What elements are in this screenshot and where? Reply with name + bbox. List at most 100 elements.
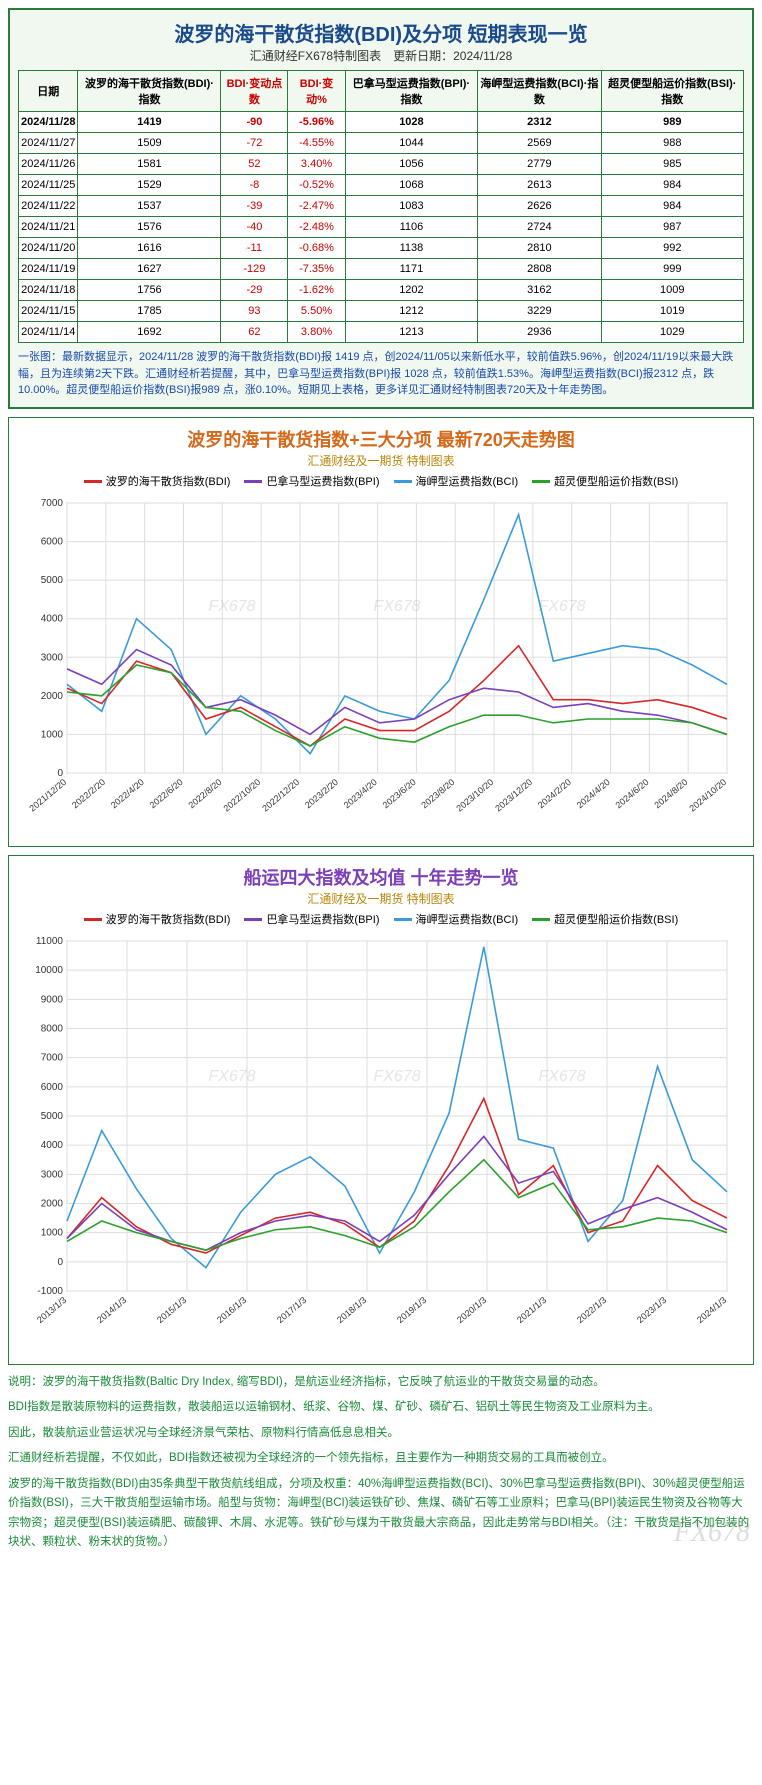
table-note: 一张图：最新数据显示，2024/11/28 波罗的海干散货指数(BDI)报 14… [18, 349, 744, 399]
table-col-3: BDI·变动% [288, 71, 345, 112]
svg-text:8000: 8000 [41, 1023, 64, 1034]
svg-text:2014/1/3: 2014/1/3 [95, 1294, 128, 1324]
svg-text:FX678: FX678 [538, 1068, 585, 1085]
svg-text:2023/1/3: 2023/1/3 [635, 1294, 668, 1324]
legend-item: 波罗的海干散货指数(BDI) [84, 911, 231, 927]
svg-text:2000: 2000 [41, 690, 64, 701]
table-col-5: 海岬型运费指数(BCI)·指数 [478, 71, 601, 112]
svg-text:2021/1/3: 2021/1/3 [515, 1294, 548, 1324]
table-col-1: 波罗的海干散货指数(BDI)·指数 [78, 71, 221, 112]
svg-text:2022/1/3: 2022/1/3 [575, 1294, 608, 1324]
svg-text:7000: 7000 [41, 498, 64, 509]
svg-text:-1000: -1000 [37, 1286, 63, 1297]
chart-10y-panel: 船运四大指数及均值 十年走势一览 汇通财经及一期货 特制图表 波罗的海干散货指数… [8, 855, 754, 1365]
svg-text:10000: 10000 [35, 965, 63, 976]
svg-text:FX678: FX678 [208, 1068, 255, 1085]
svg-text:2023/8/20: 2023/8/20 [419, 776, 456, 809]
legend-item: 巴拿马型运费指数(BPI) [244, 911, 379, 927]
chart-720-title: 波罗的海干散货指数+三大分项 最新720天走势图 [17, 426, 745, 452]
svg-text:2017/1/3: 2017/1/3 [275, 1294, 308, 1324]
svg-text:FX678: FX678 [373, 1068, 420, 1085]
svg-text:2019/1/3: 2019/1/3 [395, 1294, 428, 1324]
svg-text:2024/2/20: 2024/2/20 [536, 776, 573, 809]
explain-p3: 因此，散装航运业营运状况与全球经济景气荣枯、原物料行情高低息息相关。 [8, 1424, 754, 1444]
svg-text:2022/8/20: 2022/8/20 [186, 776, 223, 809]
svg-text:9000: 9000 [41, 994, 64, 1005]
explain-p4: 汇通财经析若提醒，不仅如此，BDI指数还被视为全球经济的一个领先指标，且主要作为… [8, 1449, 754, 1469]
svg-text:5000: 5000 [41, 1111, 64, 1122]
footer-watermark: FX678 [674, 1517, 750, 1549]
svg-text:6000: 6000 [41, 1081, 64, 1092]
svg-text:2024/1/3: 2024/1/3 [695, 1294, 728, 1324]
svg-text:2016/1/3: 2016/1/3 [215, 1294, 248, 1324]
svg-text:0: 0 [57, 1256, 63, 1267]
svg-text:2023/2/20: 2023/2/20 [303, 776, 340, 809]
table-title: 波罗的海干散货指数(BDI)及分项 短期表现一览 [18, 18, 744, 47]
svg-text:2000: 2000 [41, 1198, 64, 1209]
chart-720-panel: 波罗的海干散货指数+三大分项 最新720天走势图 汇通财经及一期货 特制图表 波… [8, 417, 754, 847]
explain-p1: 说明：波罗的海干散货指数(Baltic Dry Index, 缩写BDI)，是航… [8, 1373, 754, 1393]
svg-text:2022/4/20: 2022/4/20 [109, 776, 146, 809]
svg-text:2022/12/20: 2022/12/20 [260, 776, 301, 813]
table-row: 2024/11/281419-90-5.96%10282312989 [19, 112, 744, 133]
svg-text:2023/4/20: 2023/4/20 [342, 776, 379, 809]
table-row: 2024/11/251529-8-0.52%10682613984 [19, 175, 744, 196]
svg-text:2022/10/20: 2022/10/20 [221, 776, 262, 813]
svg-text:2024/4/20: 2024/4/20 [575, 776, 612, 809]
svg-text:5000: 5000 [41, 575, 64, 586]
legend-item: 超灵便型船运价指数(BSI) [532, 911, 678, 927]
table-row: 2024/11/271509-72-4.55%10442569988 [19, 133, 744, 154]
svg-text:2018/1/3: 2018/1/3 [335, 1294, 368, 1324]
svg-text:2023/6/20: 2023/6/20 [381, 776, 418, 809]
legend-item: 海岬型运费指数(BCI) [394, 473, 519, 489]
bdi-table: 日期波罗的海干散货指数(BDI)·指数BDI·变动点数BDI·变动%巴拿马型运费… [18, 70, 744, 343]
svg-text:FX678: FX678 [538, 598, 585, 615]
svg-text:7000: 7000 [41, 1052, 64, 1063]
chart-720-svg: 010002000300040005000600070002021/12/202… [17, 493, 737, 833]
svg-text:2024/10/20: 2024/10/20 [687, 776, 728, 813]
svg-text:2015/1/3: 2015/1/3 [155, 1294, 188, 1324]
svg-text:3000: 3000 [41, 1169, 64, 1180]
svg-text:2023/10/20: 2023/10/20 [454, 776, 495, 813]
table-row: 2024/11/141692623.80%121329361029 [19, 322, 744, 343]
svg-text:1000: 1000 [41, 729, 64, 740]
table-row: 2024/11/201616-11-0.68%11382810992 [19, 238, 744, 259]
bdi-table-panel: 波罗的海干散货指数(BDI)及分项 短期表现一览 汇通财经FX678特制图表 更… [8, 8, 754, 409]
svg-text:2022/6/20: 2022/6/20 [148, 776, 185, 809]
table-row: 2024/11/191627-129-7.35%11712808999 [19, 259, 744, 280]
svg-text:3000: 3000 [41, 652, 64, 663]
legend-item: 巴拿马型运费指数(BPI) [244, 473, 379, 489]
svg-text:2023/12/20: 2023/12/20 [493, 776, 534, 813]
chart-10y-subtitle: 汇通财经及一期货 特制图表 [17, 890, 745, 907]
chart-10y-title: 船运四大指数及均值 十年走势一览 [17, 864, 745, 890]
chart-10y-legend: 波罗的海干散货指数(BDI) 巴拿马型运费指数(BPI) 海岬型运费指数(BCI) 超… [17, 911, 745, 927]
svg-text:4000: 4000 [41, 1140, 64, 1151]
table-row: 2024/11/261581523.40%10562779985 [19, 154, 744, 175]
table-row: 2024/11/211576-40-2.48%11062724987 [19, 217, 744, 238]
svg-text:6000: 6000 [41, 536, 64, 547]
table-col-2: BDI·变动点数 [221, 71, 288, 112]
table-col-0: 日期 [19, 71, 78, 112]
svg-text:11000: 11000 [36, 936, 64, 947]
svg-text:2024/6/20: 2024/6/20 [614, 776, 651, 809]
svg-text:2024/8/20: 2024/8/20 [652, 776, 689, 809]
table-subtitle: 汇通财经FX678特制图表 更新日期：2024/11/28 [18, 47, 744, 64]
chart-10y-svg: -1000 0 1000 2000 3000 4000 5000 6000 7000 8000 90… [17, 931, 737, 1351]
svg-text:2022/2/20: 2022/2/20 [70, 776, 107, 809]
table-row: 2024/11/181756-29-1.62%120231621009 [19, 280, 744, 301]
explanation-block: 说明：波罗的海干散货指数(Baltic Dry Index, 缩写BDI)，是航… [8, 1373, 754, 1553]
svg-text:2013/1/3: 2013/1/3 [35, 1294, 68, 1324]
table-row: 2024/11/221537-39-2.47%10832626984 [19, 196, 744, 217]
legend-item: 波罗的海干散货指数(BDI) [84, 473, 231, 489]
table-row: 2024/11/151785935.50%121232291019 [19, 301, 744, 322]
chart-720-legend: 波罗的海干散货指数(BDI) 巴拿马型运费指数(BPI) 海岬型运费指数(BCI) 超… [17, 473, 745, 489]
legend-item: 海岬型运费指数(BCI) [394, 911, 519, 927]
svg-text:1000: 1000 [41, 1227, 64, 1238]
table-col-6: 超灵便型船运价指数(BSI)·指数 [601, 71, 743, 112]
explain-p2: BDI指数是散装原物料的运费指数，散装船运以运输钢材、纸浆、谷物、煤、矿砂、磷矿… [8, 1398, 754, 1418]
chart-720-subtitle: 汇通财经及一期货 特制图表 [17, 452, 745, 469]
svg-text:2020/1/3: 2020/1/3 [455, 1294, 488, 1324]
svg-text:FX678: FX678 [208, 598, 255, 615]
table-col-4: 巴拿马型运费指数(BPI)·指数 [345, 71, 478, 112]
legend-item: 超灵便型船运价指数(BSI) [532, 473, 678, 489]
